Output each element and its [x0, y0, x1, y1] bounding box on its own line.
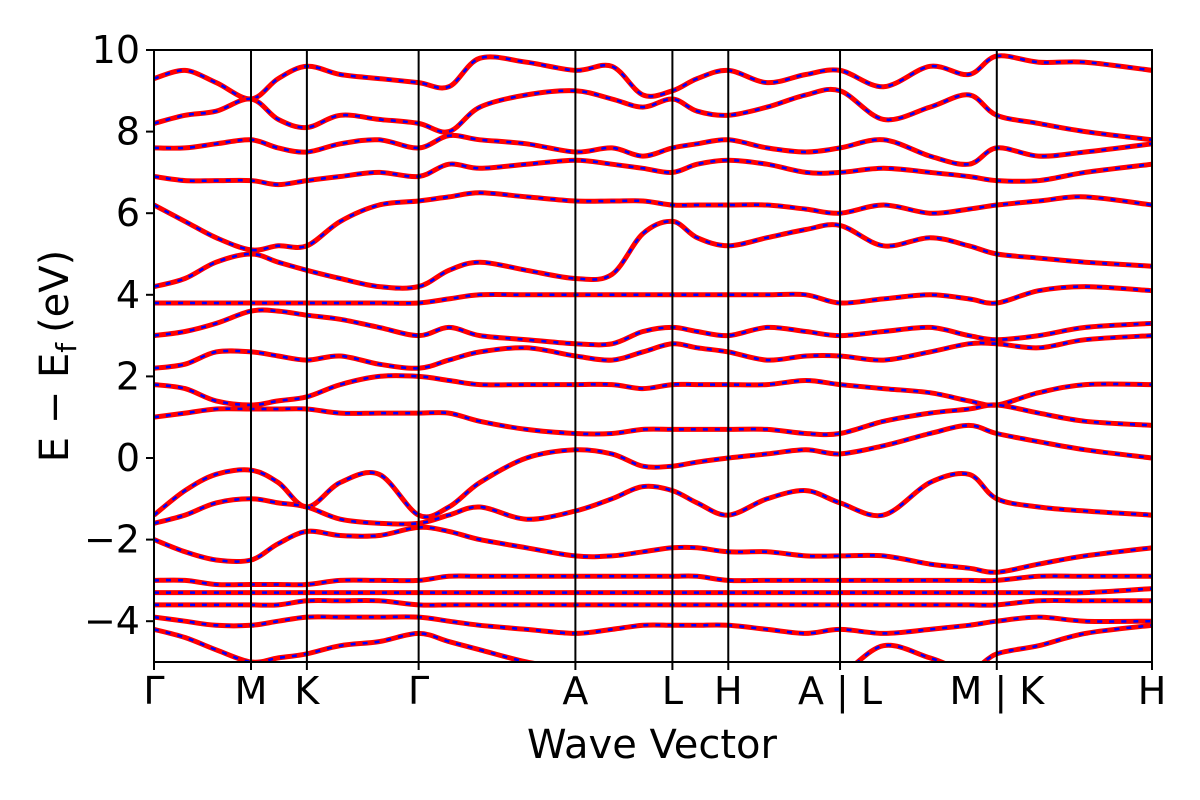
x-tick-label: M: [235, 669, 268, 713]
band-11-dashed: [154, 403, 1152, 436]
kpoint-lines: [250, 50, 998, 662]
band-9-dashed: [154, 334, 1152, 370]
y-tick-label: −4: [84, 599, 140, 643]
y-tick-label: 6: [116, 191, 140, 235]
plot-area: [154, 53, 1152, 662]
x-tick-label: Γ: [408, 669, 429, 713]
x-tick-label: Γ: [143, 669, 164, 713]
y-axis-label: E − Ef (eV): [32, 250, 83, 463]
band-5-solid: [154, 190, 1152, 253]
y-axis-label-unit: (eV): [32, 250, 78, 333]
band-16-solid: [154, 586, 1152, 596]
band-6-solid: [154, 218, 1152, 291]
x-tick-label: H: [714, 669, 743, 713]
x-tick-label: A: [562, 669, 588, 713]
y-tick-label: 2: [116, 354, 140, 398]
y-tick-label: 10: [92, 28, 140, 72]
band-14-solid: [154, 524, 1152, 575]
x-tick-label: M | K: [949, 669, 1045, 714]
y-axis-ticks: 10 8 6 4 2 0 −2 −4: [84, 28, 154, 643]
band-11-solid: [154, 402, 1152, 438]
band-17-solid: [154, 597, 1152, 608]
band-8-solid: [154, 307, 1152, 348]
y-axis-label-subscript: f: [50, 342, 83, 353]
band-3-solid: [154, 132, 1152, 167]
band-3-dashed: [154, 134, 1152, 166]
band-12-dashed: [154, 424, 1152, 519]
x-axis-label: Wave Vector: [527, 722, 778, 768]
y-tick-label: 8: [116, 110, 140, 154]
band-6-dashed: [154, 220, 1152, 290]
y-axis-label-main: E − E: [32, 353, 78, 463]
band-10-solid: [154, 373, 1152, 408]
band-19-dashed: [154, 624, 1152, 662]
band-15-solid: [154, 573, 1152, 588]
band-2-dashed: [154, 88, 1152, 142]
band-13-solid: [154, 470, 1152, 527]
y-tick-label: −2: [84, 518, 140, 562]
x-tick-label: L: [662, 669, 683, 713]
band-10-dashed: [154, 374, 1152, 407]
band-7-solid: [154, 284, 1152, 306]
band-13-dashed: [154, 472, 1152, 526]
axes-frame: [153, 49, 1153, 663]
band-4-solid: [154, 157, 1152, 188]
band-18-dashed: [154, 615, 1152, 635]
band-14-dashed: [154, 526, 1152, 574]
x-tick-label: K: [294, 669, 320, 713]
y-tick-label: 0: [116, 436, 140, 480]
plot-frame: [153, 49, 1153, 663]
band-1-solid: [154, 53, 1152, 102]
band-4-dashed: [154, 158, 1152, 186]
x-tick-label: A | L: [798, 669, 882, 714]
y-tick-label: 4: [116, 273, 140, 317]
band-1-dashed: [154, 54, 1152, 101]
x-tick-label: H: [1138, 669, 1167, 713]
